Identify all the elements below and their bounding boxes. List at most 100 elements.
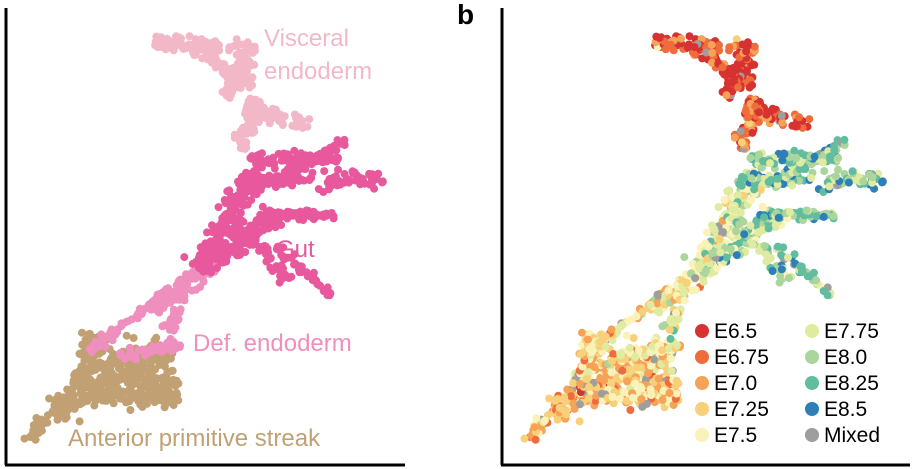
cell-point [672,389,681,398]
cell-point [720,196,729,204]
cell-point [790,146,799,155]
cell-point [648,342,657,351]
cell-point [223,187,232,196]
cell-point [132,312,141,321]
cell-point [834,154,842,162]
legend-label: E7.75 [824,320,879,343]
cell-point [812,212,821,221]
cell-point [812,276,820,285]
cell-point [129,334,138,342]
cell-point [618,321,627,329]
cell-point [78,328,86,337]
cell-point [807,173,816,182]
cell-point [674,379,683,388]
cell-point [585,344,594,353]
cell-point [96,337,105,346]
cell-point [146,300,155,309]
cell-point [680,288,689,297]
cell-point [677,34,685,43]
cell-point [234,83,242,92]
cell-point [285,274,293,282]
cell-point [280,150,289,159]
cell-point [266,159,274,168]
cell-point [728,205,737,214]
cell-point [719,228,727,236]
cell-point [829,212,838,221]
cell-point [702,266,710,275]
cell-point [623,377,632,386]
cell-point [760,213,769,222]
cell-point [318,158,327,167]
cell-point [204,242,213,251]
cell-point [740,230,749,239]
cell-point [116,394,125,403]
cell-point [699,277,708,286]
legend-swatch [695,350,709,364]
cell-point [286,208,294,217]
cell-point [792,154,801,162]
cell-point [732,251,741,260]
cell-point [246,154,255,162]
cell-point [576,350,585,359]
cell-point [665,325,674,334]
cell-point [277,265,286,274]
cell-point [694,261,703,270]
cell-point [805,115,814,124]
cell-point [158,395,167,404]
cell-point [646,300,655,309]
cell-point [725,43,734,52]
cell-point [203,228,211,237]
cell-point [66,392,75,401]
cell-point [164,344,173,353]
cell-point [631,352,640,361]
group-label-def-endoderm: Def. endoderm [193,330,352,357]
panel-b-label: b [457,0,474,30]
cell-point [735,220,744,229]
cell-point [60,393,69,402]
cell-point [810,152,819,161]
panel-b-points [520,32,887,444]
group-label-visceral-endoderm: Visceral [264,25,349,52]
cell-point [785,274,793,282]
cell-point [790,250,799,259]
cell-point [607,368,616,377]
cell-point [236,127,245,136]
cell-point [247,196,256,205]
cell-point [305,115,314,124]
cell-point [747,174,756,183]
cell-point [766,159,774,168]
cell-point [780,150,789,159]
cell-point [288,181,297,190]
cell-point [795,176,803,185]
cell-point [235,220,244,229]
cell-point [777,265,786,274]
cell-point [108,357,116,366]
cell-point [118,366,127,375]
cell-point [637,395,646,404]
cell-point [708,58,716,67]
cell-point [778,156,787,165]
cell-point [199,277,208,286]
cell-point [632,312,641,321]
cell-point [831,172,840,181]
cell-point [329,212,338,221]
cell-point [222,91,231,100]
cell-point [590,363,599,372]
cell-point [174,315,183,324]
cell-point [669,401,678,410]
cell-point [320,167,329,176]
cell-point [240,174,248,182]
cell-point [240,230,249,239]
cell-point [150,355,158,364]
cell-point [122,396,131,405]
cell-point [174,379,183,388]
cell-point [732,35,741,44]
cell-point [291,122,300,131]
cell-point [520,434,529,443]
legend-swatch [805,324,819,338]
cell-point [531,435,540,444]
cell-point [331,172,340,181]
cell-point [232,251,241,260]
cell-point [740,174,748,182]
cell-point [180,288,189,297]
